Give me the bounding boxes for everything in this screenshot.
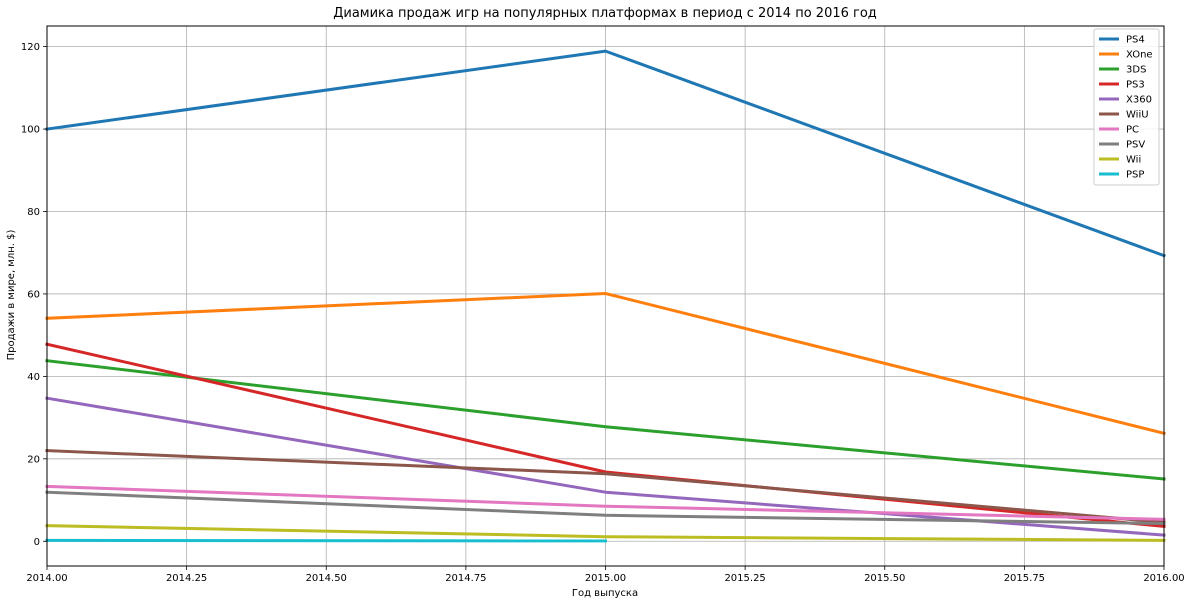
series-line-ps4 [45,49,1166,258]
y-tick-label: 0 [34,537,40,548]
x-tick-label: 2014.50 [306,573,347,584]
axis-ticks: 2014.00 2014.25 2014.50 2014.75 2015.00 2015.… [21,42,1185,584]
y-tick-label: 20 [27,454,40,465]
series-line-wiiu [45,449,1166,524]
series-line-pc [45,484,1166,521]
legend-label-xone: XOne [1126,50,1153,61]
y-tick-label: 120 [21,42,40,53]
x-tick-label: 2016.00 [1143,573,1184,584]
legend-label-ps3: PS3 [1126,80,1145,91]
legend: PS4 XOne 3DS PS3 X360 WiiU PC PSV Wii PSP [1093,28,1160,186]
series-lines [45,49,1166,543]
x-tick-label: 2015.00 [585,573,626,584]
legend-label-ps4: PS4 [1126,35,1145,46]
y-tick-label: 60 [27,289,40,300]
legend-label-pc: PC [1126,125,1139,136]
legend-label-x360: X360 [1126,95,1152,106]
y-tick-label: 80 [27,207,40,218]
legend-label-wii: Wii [1126,155,1141,166]
legend-label-3ds: 3DS [1126,65,1146,76]
x-tick-label: 2015.50 [864,573,905,584]
series-line-wii [45,524,1166,542]
series-line-xone [45,292,1166,436]
series-line-ps3 [45,342,1166,529]
x-axis-label: Год выпуска [572,588,638,599]
legend-label-psv: PSV [1126,140,1145,151]
legend-label-wiiu: WiiU [1126,110,1149,121]
legend-label-psp: PSP [1126,170,1144,181]
y-tick-label: 40 [27,372,40,383]
x-tick-label: 2014.00 [26,573,67,584]
y-axis-label: Продажи в мире, млн. $) [6,230,17,361]
x-tick-label: 2014.75 [445,573,486,584]
y-tick-label: 100 [21,125,40,136]
chart-title: Диамика продаж игр на популярных платфор… [333,6,877,21]
series-line-3ds [45,359,1166,481]
series-line-psp [45,538,608,543]
x-tick-label: 2015.75 [1004,573,1045,584]
x-tick-label: 2015.25 [724,573,765,584]
series-line-psv [45,490,1166,526]
x-tick-label: 2014.25 [166,573,207,584]
